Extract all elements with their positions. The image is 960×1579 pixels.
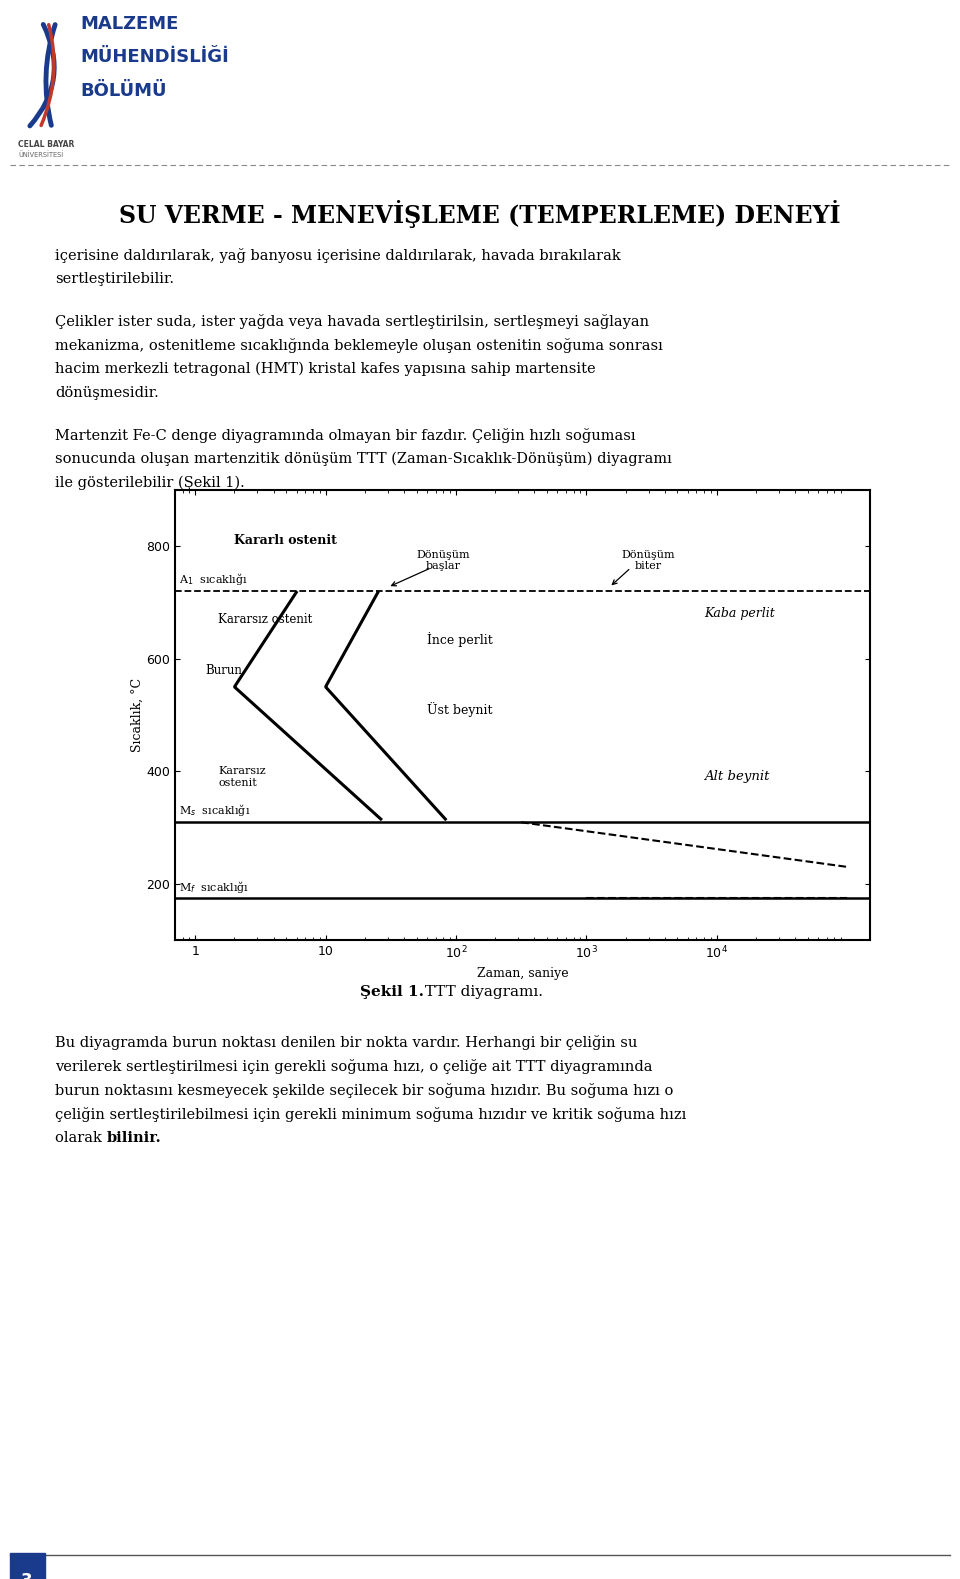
Text: Dönüşüm
başlar: Dönüşüm başlar	[417, 549, 470, 572]
Bar	[10, 1554, 45, 1579]
Text: olarak: olarak	[55, 1131, 107, 1145]
Text: BÖLÜMÜ: BÖLÜMÜ	[80, 82, 166, 99]
Text: Alt beynit: Alt beynit	[704, 771, 770, 783]
Y-axis label: Sıcaklık, °C: Sıcaklık, °C	[131, 677, 143, 752]
Text: Şekil 1.: Şekil 1.	[360, 985, 424, 1000]
Text: Bu diyagramda burun noktası denilen bir nokta vardır. Herhangi bir çeliğin su: Bu diyagramda burun noktası denilen bir …	[55, 1034, 637, 1050]
Text: ile gösterilebilir (Şekil 1).: ile gösterilebilir (Şekil 1).	[55, 475, 245, 491]
Text: Kararlı ostenit: Kararlı ostenit	[234, 534, 337, 548]
Text: A$_1$  sıcaklığı: A$_1$ sıcaklığı	[179, 570, 248, 587]
Text: MÜHENDİSLİĞİ: MÜHENDİSLİĞİ	[80, 47, 228, 66]
Text: 3: 3	[21, 1573, 33, 1579]
Text: bilinir.: bilinir.	[107, 1131, 161, 1145]
Text: burun noktasını kesmeyecek şekilde seçilecek bir soğuma hızıdır. Bu soğuma hızı : burun noktasını kesmeyecek şekilde seçil…	[55, 1083, 673, 1097]
Text: sertleştirilebilir.: sertleştirilebilir.	[55, 272, 174, 286]
Text: sonucunda oluşan martenzitik dönüşüm TTT (Zaman-Sıcaklık-Dönüşüm) diyagramı: sonucunda oluşan martenzitik dönüşüm TTT…	[55, 452, 672, 466]
Text: verilerek sertleştirilmesi için gerekli soğuma hızı, o çeliğe ait TTT diyagramın: verilerek sertleştirilmesi için gerekli …	[55, 1060, 653, 1074]
Text: dönüşmesidir.: dönüşmesidir.	[55, 385, 158, 399]
Text: M$_s$  sıcaklığı: M$_s$ sıcaklığı	[179, 802, 251, 818]
Text: 3: 3	[21, 1576, 33, 1579]
Text: Kararsız
ostenit: Kararsız ostenit	[218, 766, 266, 788]
Text: çeliğin sertleştirilebilmesi için gerekli minimum soğuma hızıdır ve kritik soğum: çeliğin sertleştirilebilmesi için gerekl…	[55, 1107, 686, 1123]
Text: Martenzit Fe-C denge diyagramında olmayan bir fazdır. Çeliğin hızlı soğuması: Martenzit Fe-C denge diyagramında olmaya…	[55, 428, 636, 444]
Text: hacim merkezli tetragonal (HMT) kristal kafes yapısına sahip martensite: hacim merkezli tetragonal (HMT) kristal …	[55, 362, 595, 376]
Text: mekanizma, ostenitleme sıcaklığında beklemeyle oluşan ostenitin soğuma sonrası: mekanizma, ostenitleme sıcaklığında bekl…	[55, 338, 662, 354]
Text: içerisine daldırılarak, yağ banyosu içerisine daldırılarak, havada bırakılarak: içerisine daldırılarak, yağ banyosu içer…	[55, 248, 621, 264]
Text: Kaba perlit: Kaba perlit	[704, 608, 775, 621]
Text: Burun: Burun	[205, 663, 242, 676]
Text: Kararsız ostenit: Kararsız ostenit	[218, 613, 312, 625]
Text: MALZEME: MALZEME	[80, 14, 179, 33]
Text: TTT diyagramı.: TTT diyagramı.	[420, 985, 543, 1000]
Text: Dönüşüm
biter: Dönüşüm biter	[622, 549, 675, 572]
Text: M$_f$  sıcaklığı: M$_f$ sıcaklığı	[179, 880, 249, 895]
Text: SU VERME - MENEVİŞLEME (TEMPERLEME) DENEYİ: SU VERME - MENEVİŞLEME (TEMPERLEME) DENE…	[119, 201, 841, 227]
Text: ÜNİVERSİTESİ: ÜNİVERSİTESİ	[18, 152, 63, 158]
Text: CELAL BAYAR: CELAL BAYAR	[18, 141, 74, 148]
Text: İnce perlit: İnce perlit	[427, 632, 492, 646]
Text: Çelikler ister suda, ister yağda veya havada sertleştirilsin, sertleşmeyi sağlay: Çelikler ister suda, ister yağda veya ha…	[55, 314, 649, 328]
X-axis label: Zaman, saniye: Zaman, saniye	[477, 966, 568, 981]
Text: Üst beynit: Üst beynit	[427, 703, 492, 717]
